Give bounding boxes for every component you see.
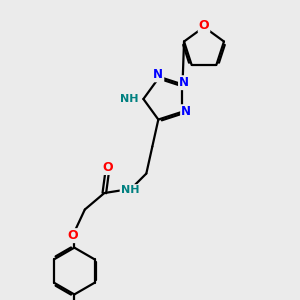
Text: N: N — [179, 76, 189, 89]
Text: NH: NH — [119, 94, 138, 104]
Text: O: O — [199, 19, 209, 32]
Text: NH: NH — [121, 185, 139, 195]
Text: O: O — [102, 161, 112, 174]
Text: O: O — [68, 229, 78, 242]
Text: N: N — [181, 105, 191, 118]
Text: N: N — [153, 68, 163, 81]
